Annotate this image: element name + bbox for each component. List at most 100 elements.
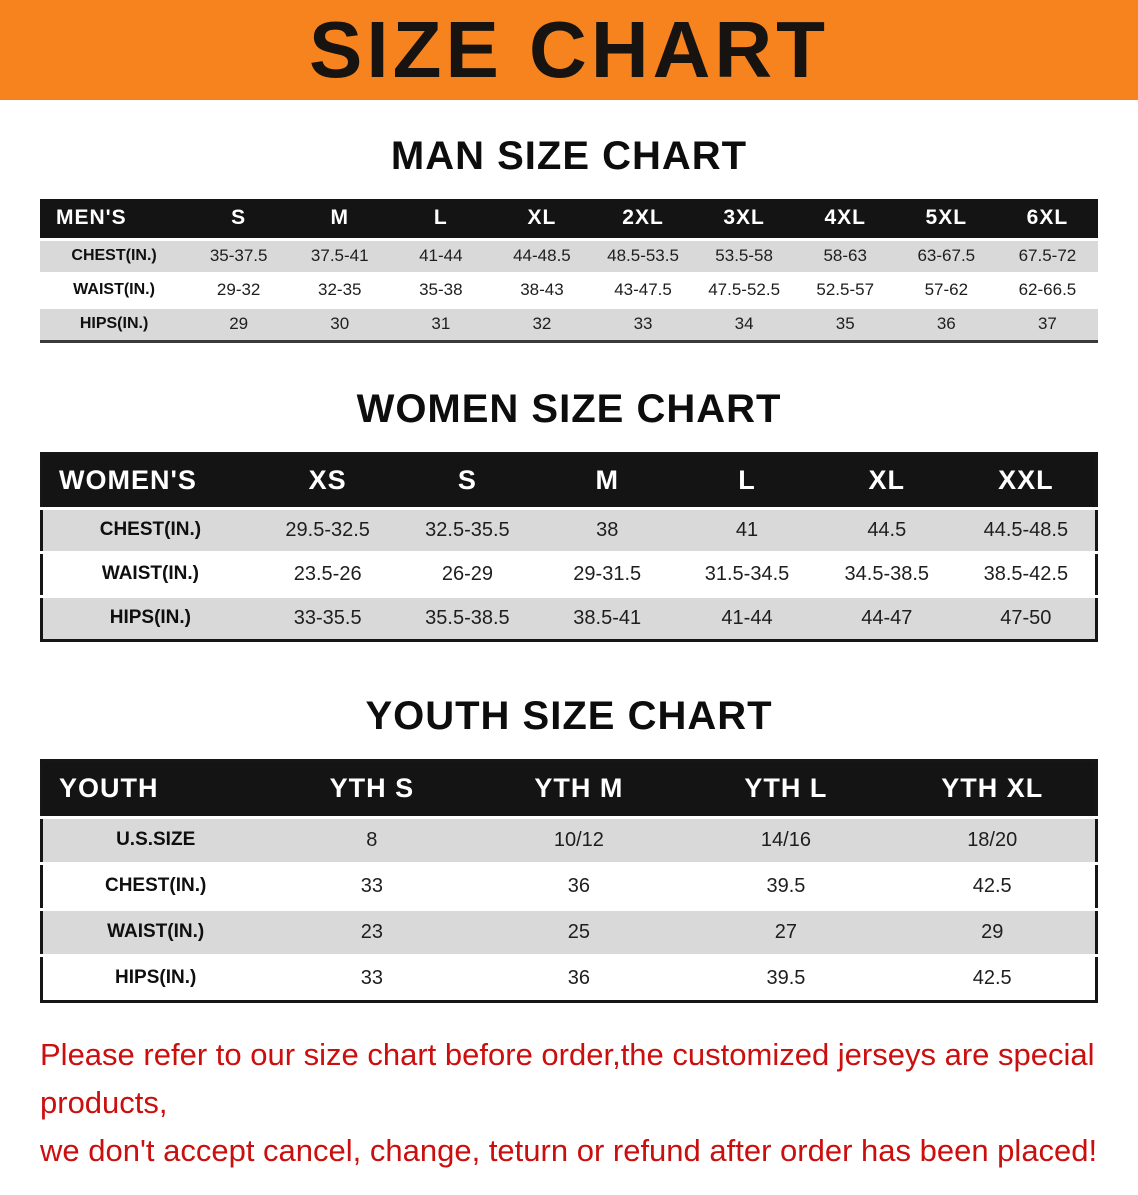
cell: 34 <box>693 305 795 341</box>
cell: 35-38 <box>390 271 492 307</box>
column-header: S <box>188 199 290 239</box>
cell: 41-44 <box>677 594 817 640</box>
table-row: HIPS(IN.) 33 36 39.5 42.5 <box>41 953 1097 1001</box>
cell: 44.5 <box>816 506 957 552</box>
cell: 44-47 <box>816 594 957 640</box>
table-row: CHEST(IN.) 29.5-32.5 32.5-35.5 38 41 44.5 44.5… <box>41 506 1097 552</box>
cell: 29-32 <box>188 271 290 307</box>
men-size-table: MEN'S S M L XL 2XL 3XL 4XL 5XL 6XL CHEST(IN.) 35-37… <box>40 199 1098 343</box>
header-row: WOMEN'S XS S M L XL XXL <box>41 453 1097 508</box>
youth-size-table: YOUTH YTH S YTH M YTH L YTH XL U.S.SIZE 8 10/12… <box>40 758 1098 1003</box>
cell: 35-37.5 <box>188 237 290 273</box>
cell: 31.5-34.5 <box>677 550 817 596</box>
cell: 36 <box>895 305 997 341</box>
column-header: YTH XL <box>889 760 1097 817</box>
cell: 36 <box>475 861 683 909</box>
table-row: CHEST(IN.) 33 36 39.5 42.5 <box>41 861 1097 909</box>
cell: 27 <box>682 907 890 955</box>
column-header: M <box>289 199 391 239</box>
column-header: YTH S <box>268 760 476 817</box>
women-size-table: WOMEN'S XS S M L XL XXL CHEST(IN.) 29.5-32.5 32.5… <box>40 451 1098 642</box>
cell: 57-62 <box>895 271 997 307</box>
disclaimer-text: Please refer to our size chart before or… <box>40 1031 1100 1175</box>
cell: 47-50 <box>956 594 1097 640</box>
cell: 33-35.5 <box>257 594 398 640</box>
table-row: CHEST(IN.) 35-37.5 37.5-41 41-44 44-48.5 48.5… <box>40 237 1098 273</box>
row-label: WAIST(IN.) <box>41 907 269 955</box>
table-title-cell: MEN'S <box>40 199 189 239</box>
column-header: XL <box>491 199 593 239</box>
cell: 18/20 <box>889 815 1097 863</box>
cell: 29 <box>188 305 290 341</box>
row-label: HIPS(IN.) <box>41 953 269 1001</box>
cell: 23 <box>268 907 476 955</box>
cell: 58-63 <box>794 237 896 273</box>
disclaimer-line-1: Please refer to our size chart before or… <box>40 1036 1095 1120</box>
row-label: CHEST(IN.) <box>41 506 258 552</box>
column-header: 5XL <box>895 199 997 239</box>
column-header: M <box>537 453 678 508</box>
cell: 29 <box>889 907 1097 955</box>
section-women: WOMEN SIZE CHART WOMEN'S XS S M L XL XXL CHEST(… <box>0 387 1138 642</box>
column-header: XL <box>816 453 957 508</box>
row-label: HIPS(IN.) <box>41 594 258 640</box>
table-row: WAIST(IN.) 23.5-26 26-29 29-31.5 31.5-34.5 34… <box>41 550 1097 596</box>
cell: 32.5-35.5 <box>397 506 538 552</box>
header-row: MEN'S S M L XL 2XL 3XL 4XL 5XL 6XL <box>40 199 1098 239</box>
column-header: XS <box>257 453 398 508</box>
cell: 33 <box>592 305 694 341</box>
cell: 38 <box>537 506 678 552</box>
cell: 42.5 <box>889 861 1097 909</box>
cell: 36 <box>475 953 683 1001</box>
cell: 38.5-42.5 <box>956 550 1097 596</box>
cell: 48.5-53.5 <box>592 237 694 273</box>
column-header: 4XL <box>794 199 896 239</box>
cell: 67.5-72 <box>996 237 1098 273</box>
men-section-heading: MAN SIZE CHART <box>390 134 748 178</box>
cell: 33 <box>268 861 476 909</box>
section-men: MAN SIZE CHART MEN'S S M L XL 2XL 3XL 4XL 5XL 6XL… <box>0 134 1138 343</box>
cell: 29-31.5 <box>537 550 678 596</box>
row-label: CHEST(IN.) <box>41 861 269 909</box>
cell: 10/12 <box>475 815 683 863</box>
column-header: L <box>677 453 817 508</box>
table-row: HIPS(IN.) 33-35.5 35.5-38.5 38.5-41 41-44 44-… <box>41 594 1097 640</box>
table-row: HIPS(IN.) 29 30 31 32 33 34 35 36 37 <box>40 305 1098 341</box>
cell: 35.5-38.5 <box>397 594 538 640</box>
row-label: U.S.SIZE <box>41 815 269 863</box>
women-section-heading: WOMEN SIZE CHART <box>356 386 782 431</box>
column-header: L <box>390 199 492 239</box>
cell: 52.5-57 <box>794 271 896 307</box>
cell: 35 <box>794 305 896 341</box>
cell: 31 <box>390 305 492 341</box>
cell: 14/16 <box>682 815 890 863</box>
cell: 29.5-32.5 <box>257 506 398 552</box>
table-row: U.S.SIZE 8 10/12 14/16 18/20 <box>41 815 1097 863</box>
table-title-cell: WOMEN'S <box>41 453 258 508</box>
row-label: HIPS(IN.) <box>40 305 189 341</box>
cell: 43-47.5 <box>592 271 694 307</box>
column-header: 2XL <box>592 199 694 239</box>
row-label: CHEST(IN.) <box>40 237 189 273</box>
column-header: YTH L <box>682 760 890 817</box>
cell: 32-35 <box>289 271 391 307</box>
cell: 47.5-52.5 <box>693 271 795 307</box>
cell: 34.5-38.5 <box>816 550 957 596</box>
table-row: WAIST(IN.) 29-32 32-35 35-38 38-43 43-47.5 47.… <box>40 271 1098 307</box>
cell: 62-66.5 <box>996 271 1098 307</box>
cell: 37 <box>996 305 1098 341</box>
cell: 44-48.5 <box>491 237 593 273</box>
cell: 42.5 <box>889 953 1097 1001</box>
column-header: 6XL <box>996 199 1098 239</box>
header-row: YOUTH YTH S YTH M YTH L YTH XL <box>41 760 1097 817</box>
cell: 23.5-26 <box>257 550 398 596</box>
cell: 37.5-41 <box>289 237 391 273</box>
cell: 38.5-41 <box>537 594 678 640</box>
cell: 44.5-48.5 <box>956 506 1097 552</box>
section-youth: YOUTH SIZE CHART YOUTH YTH S YTH M YTH L YTH… <box>0 694 1138 1003</box>
cell: 38-43 <box>491 271 593 307</box>
column-header: 3XL <box>693 199 795 239</box>
table-row: WAIST(IN.) 23 25 27 29 <box>41 907 1097 955</box>
cell: 41-44 <box>390 237 492 273</box>
